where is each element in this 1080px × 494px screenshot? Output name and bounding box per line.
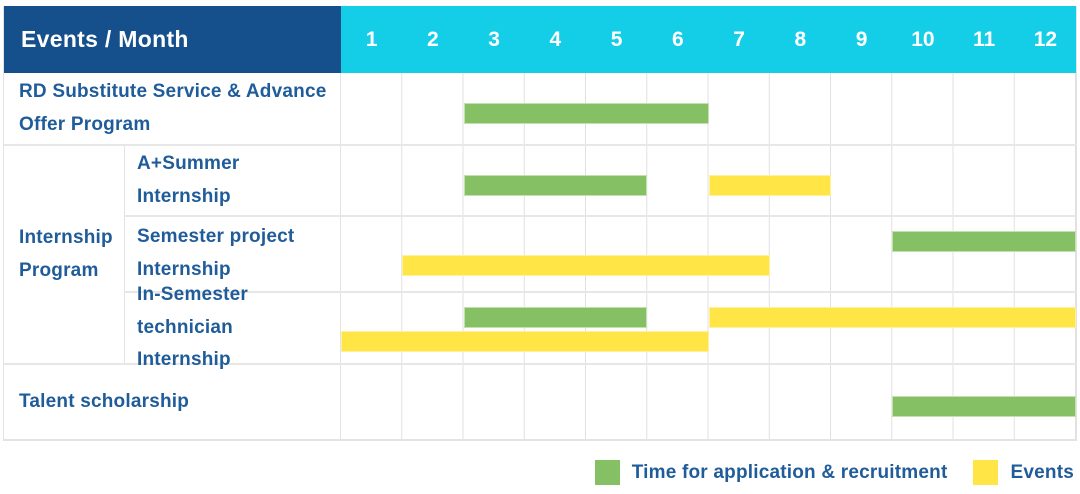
month-tick-10: 10 xyxy=(911,27,935,51)
month-tick-1: 1 xyxy=(365,27,378,51)
timeline-cell-semester-project xyxy=(341,217,1076,291)
row-label-a-plus-summer: A+Summer Internship xyxy=(125,146,341,215)
row-label-rd-substitute: RD Substitute Service & Advance Offer Pr… xyxy=(4,73,341,144)
gantt-bar-yellow xyxy=(708,307,1076,328)
row-in-semester-technician: In-Semester technician Internship xyxy=(125,284,1076,370)
month-tick-4: 4 xyxy=(549,27,562,51)
legend-item-events: Events xyxy=(973,460,1074,485)
row-rd-substitute: RD Substitute Service & Advance Offer Pr… xyxy=(4,73,1076,146)
timeline-cell-in-semester-technician xyxy=(341,293,1076,363)
row-talent-scholarship: Talent scholarship xyxy=(4,365,1076,439)
group-label-internship-program: Internship Program xyxy=(4,146,125,363)
month-tick-8: 8 xyxy=(794,27,807,51)
row-label-talent-scholarship: Talent scholarship xyxy=(4,365,341,439)
month-tick-7: 7 xyxy=(733,27,745,51)
month-axis: 1 2 3 4 5 6 7 8 9 10 11 12 xyxy=(341,6,1076,73)
gantt-bar-green xyxy=(463,307,648,328)
group-internship-program: Internship Program A+Summer Internship S… xyxy=(4,146,1076,370)
timeline-cell-a-plus-summer xyxy=(341,146,1076,215)
month-tick-12: 12 xyxy=(1033,27,1058,51)
row-a-plus-summer: A+Summer Internship xyxy=(125,146,1076,217)
row-semester-project: Semester project Internship xyxy=(125,217,1076,293)
internship-subrows: A+Summer Internship Semester project Int… xyxy=(125,146,1076,370)
gantt-bar-green xyxy=(892,396,1076,417)
month-tick-11: 11 xyxy=(973,27,996,51)
row-label-in-semester-technician: In-Semester technician Internship xyxy=(125,284,341,370)
gantt-bar-yellow xyxy=(708,174,831,196)
green-swatch-icon xyxy=(594,460,620,485)
row-label-semester-project: Semester project Internship xyxy=(125,217,341,291)
month-tick-2: 2 xyxy=(427,27,439,51)
gantt-bar-green xyxy=(463,174,648,196)
month-tick-5: 5 xyxy=(610,27,623,51)
month-tick-3: 3 xyxy=(488,27,500,51)
gantt-bar-green xyxy=(892,231,1076,252)
events-month-header: Events / Month xyxy=(4,6,341,73)
month-tick-9: 9 xyxy=(855,27,868,51)
gantt-bar-yellow xyxy=(402,255,770,276)
timeline-cell-talent-scholarship xyxy=(341,365,1076,439)
gantt-bar-green xyxy=(463,102,709,124)
legend-label-events: Events xyxy=(1010,461,1074,483)
table-header-row: Events / Month 1 2 3 4 5 6 7 8 9 10 11 1… xyxy=(4,6,1076,73)
legend: Time for application & recruitment Event… xyxy=(594,460,1074,485)
month-tick-6: 6 xyxy=(672,27,684,51)
legend-label-application: Time for application & recruitment xyxy=(631,461,948,483)
timeline-cell-rd-substitute xyxy=(341,73,1076,144)
yellow-swatch-icon xyxy=(973,460,999,485)
legend-item-application: Time for application & recruitment xyxy=(594,460,948,485)
gantt-bar-yellow xyxy=(341,331,709,352)
events-month-table: Events / Month 1 2 3 4 5 6 7 8 9 10 11 1… xyxy=(3,6,1077,441)
